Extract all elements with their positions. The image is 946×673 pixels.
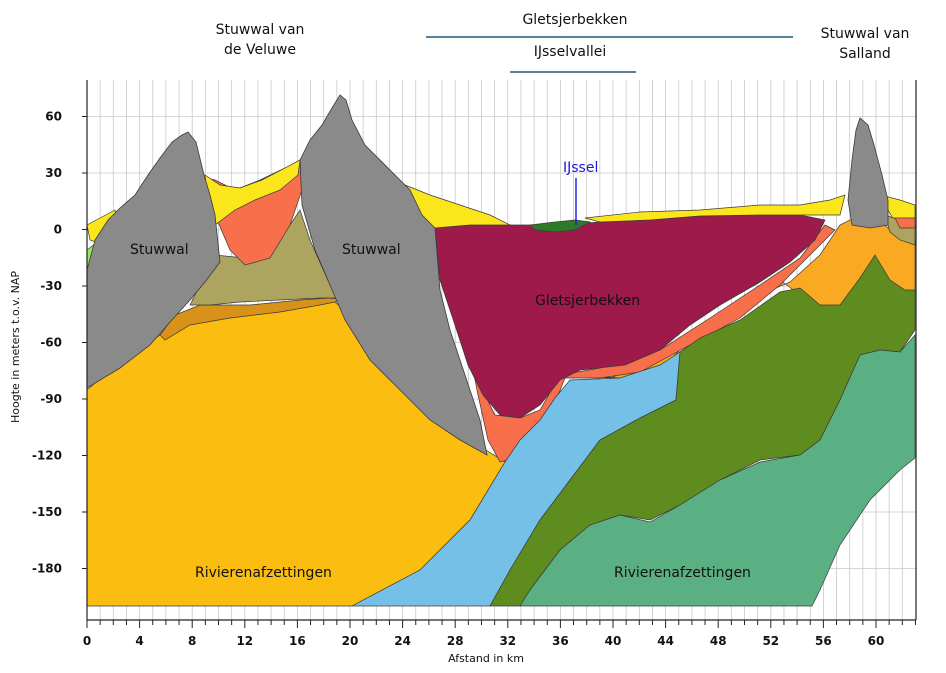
layers [86,94,916,607]
x-ticks: 0 4 8 12 16 20 24 28 32 36 40 44 48 52 56 60 [83,620,916,648]
header-salland-line1: Stuwwal van [820,26,910,42]
x-tick-label: 40 [605,634,622,648]
label-rivier-right: Rivierenafzettingen [614,565,751,581]
y-tick-label: -60 [40,336,62,350]
layer-stuwwal-left [86,131,221,389]
header-salland-line2: Salland [839,46,891,62]
layer-stuwwal-salland [847,117,889,229]
label-stuwwal-left: Stuwwal [130,242,189,258]
y-tick-label: 30 [45,166,62,180]
y-tick-label: 0 [54,223,62,237]
y-ticks: 60 30 0 -30 -60 -90 -120 -150 -180 [32,110,87,576]
header-gletsjerbekken: Gletsjerbekken [522,12,628,28]
x-tick-label: 8 [188,634,196,648]
x-tick-label: 28 [447,634,464,648]
x-tick-label: 32 [499,634,516,648]
y-tick-label: -150 [32,505,62,519]
header-veluwe: Stuwwal van de Veluwe [190,20,330,60]
y-tick-label: -120 [32,449,62,463]
x-tick-label: 0 [83,634,91,648]
header-ijsselvallei: IJsselvallei [533,44,607,60]
y-tick-label: -90 [40,392,62,406]
label-rivier-left: Rivierenafzettingen [195,565,332,581]
label-stuwwal-right: Stuwwal [342,242,401,258]
y-tick-label: -180 [32,562,62,576]
y-tick-label: 60 [45,110,62,124]
layer-ijssel-channel [529,219,592,233]
x-tick-label: 12 [236,634,253,648]
header-salland: Stuwwal van Salland [800,24,930,64]
y-axis-label: Hoogte in meters t.o.v. NAP [9,271,22,423]
header-veluwe-line1: Stuwwal van [215,22,305,38]
x-tick-label: 60 [868,634,885,648]
y-tick-label: -30 [40,279,62,293]
x-tick-label: 44 [657,634,674,648]
label-gletsjerbekken: Gletsjerbekken [535,293,640,309]
layer-light-green [519,334,916,607]
layer-stuwwal-right [299,94,488,456]
x-tick-label: 24 [394,634,411,648]
layer-bright-yellow-4 [584,194,846,223]
layer-dark-green [489,254,916,607]
x-tick-label: 16 [289,634,306,648]
layer-salmon-right [894,217,916,229]
x-axis-label: Afstand in km [448,652,524,665]
x-tick-label: 36 [552,634,569,648]
x-tick-label: 20 [342,634,359,648]
label-ijssel: IJssel [563,160,598,176]
x-tick-label: 56 [815,634,832,648]
x-tick-label: 48 [710,634,727,648]
header-veluwe-line2: de Veluwe [224,42,296,58]
x-tick-label: 52 [762,634,779,648]
x-tick-label: 4 [135,634,143,648]
